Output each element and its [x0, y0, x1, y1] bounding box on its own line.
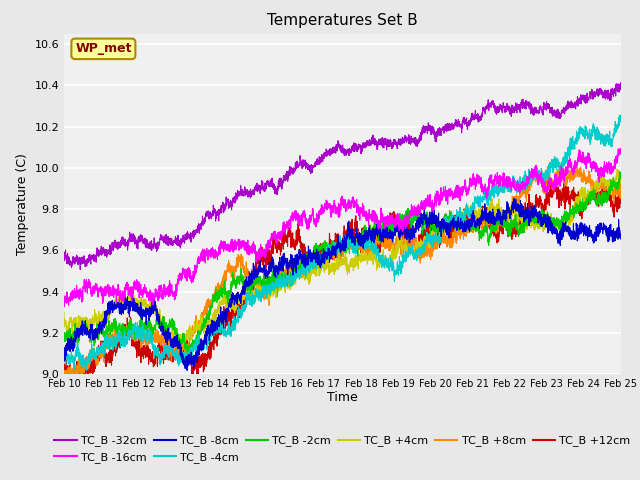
- TC_B +8cm: [60, 386, 68, 392]
- TC_B +8cm: [564, 174, 572, 180]
- TC_B -4cm: [180, 350, 188, 356]
- TC_B -8cm: [617, 236, 625, 242]
- TC_B +12cm: [70, 384, 78, 390]
- TC_B -32cm: [180, 237, 188, 242]
- TC_B -16cm: [60, 293, 68, 299]
- TC_B +12cm: [216, 320, 223, 326]
- TC_B -2cm: [187, 353, 195, 359]
- TC_B +8cm: [406, 241, 414, 247]
- Line: TC_B +4cm: TC_B +4cm: [64, 169, 621, 346]
- TC_B -4cm: [564, 144, 572, 150]
- TC_B -16cm: [216, 248, 223, 253]
- TC_B -32cm: [216, 207, 223, 213]
- TC_B -16cm: [617, 145, 625, 151]
- TC_B -4cm: [617, 112, 625, 118]
- TC_B +4cm: [397, 234, 404, 240]
- TC_B +12cm: [552, 175, 560, 181]
- TC_B -8cm: [397, 225, 404, 230]
- TC_B +8cm: [532, 163, 540, 168]
- TC_B -4cm: [83, 368, 90, 373]
- TC_B -32cm: [60, 255, 68, 261]
- TC_B +12cm: [617, 197, 625, 203]
- TC_B -8cm: [60, 347, 68, 353]
- TC_B -2cm: [60, 338, 68, 344]
- TC_B +4cm: [180, 341, 188, 347]
- TC_B -2cm: [617, 174, 625, 180]
- TC_B -2cm: [216, 296, 223, 302]
- TC_B +12cm: [617, 195, 625, 201]
- TC_B -8cm: [183, 368, 191, 373]
- Line: TC_B +12cm: TC_B +12cm: [64, 178, 621, 387]
- TC_B -8cm: [564, 223, 572, 229]
- TC_B -8cm: [216, 313, 223, 319]
- Y-axis label: Temperature (C): Temperature (C): [16, 153, 29, 255]
- TC_B +4cm: [171, 343, 179, 349]
- TC_B -16cm: [406, 210, 414, 216]
- TC_B -32cm: [397, 136, 404, 142]
- TC_B +4cm: [617, 173, 625, 179]
- Line: TC_B +8cm: TC_B +8cm: [64, 166, 621, 389]
- TC_B -16cm: [564, 161, 572, 167]
- TC_B +8cm: [179, 338, 187, 344]
- TC_B -32cm: [76, 266, 84, 272]
- TC_B +4cm: [564, 216, 572, 221]
- Line: TC_B -16cm: TC_B -16cm: [64, 148, 621, 307]
- TC_B -2cm: [564, 210, 572, 216]
- TC_B -2cm: [617, 169, 625, 175]
- TC_B +8cm: [617, 190, 625, 195]
- TC_B -4cm: [397, 264, 404, 270]
- TC_B -16cm: [617, 150, 625, 156]
- TC_B +12cm: [60, 368, 68, 373]
- X-axis label: Time: Time: [327, 391, 358, 404]
- Line: TC_B -32cm: TC_B -32cm: [64, 83, 621, 269]
- Text: WP_met: WP_met: [75, 42, 132, 55]
- TC_B +12cm: [397, 237, 404, 243]
- Line: TC_B -2cm: TC_B -2cm: [64, 172, 621, 356]
- TC_B +4cm: [613, 166, 621, 172]
- Line: TC_B -8cm: TC_B -8cm: [64, 198, 621, 371]
- TC_B -32cm: [564, 104, 572, 110]
- TC_B +4cm: [617, 170, 625, 176]
- TC_B +12cm: [564, 192, 572, 198]
- TC_B -16cm: [617, 149, 625, 155]
- TC_B +4cm: [60, 309, 68, 315]
- TC_B -4cm: [617, 116, 625, 121]
- Title: Temperatures Set B: Temperatures Set B: [267, 13, 418, 28]
- TC_B -8cm: [617, 233, 625, 239]
- TC_B +4cm: [216, 300, 223, 306]
- TC_B +8cm: [617, 189, 625, 194]
- TC_B -2cm: [616, 169, 623, 175]
- TC_B +4cm: [406, 249, 414, 255]
- TC_B -16cm: [180, 268, 188, 274]
- TC_B -16cm: [60, 304, 68, 310]
- TC_B -8cm: [406, 234, 414, 240]
- TC_B -4cm: [406, 246, 414, 252]
- TC_B -2cm: [179, 338, 187, 344]
- Line: TC_B -4cm: TC_B -4cm: [64, 115, 621, 371]
- TC_B +12cm: [406, 229, 414, 235]
- TC_B -4cm: [616, 112, 623, 118]
- TC_B -4cm: [216, 323, 223, 328]
- TC_B -32cm: [617, 83, 625, 88]
- TC_B -16cm: [397, 226, 404, 231]
- TC_B -32cm: [617, 80, 625, 85]
- TC_B +12cm: [180, 347, 188, 352]
- TC_B +8cm: [216, 287, 223, 293]
- TC_B -8cm: [510, 195, 518, 201]
- Legend: TC_B -32cm, TC_B -16cm, TC_B -8cm, TC_B -4cm, TC_B -2cm, TC_B +4cm, TC_B +8cm, T: TC_B -32cm, TC_B -16cm, TC_B -8cm, TC_B …: [50, 431, 635, 468]
- TC_B -8cm: [179, 354, 187, 360]
- TC_B -2cm: [397, 222, 404, 228]
- TC_B -4cm: [60, 349, 68, 355]
- TC_B +8cm: [397, 237, 404, 242]
- TC_B -2cm: [406, 224, 414, 229]
- TC_B -32cm: [406, 142, 414, 147]
